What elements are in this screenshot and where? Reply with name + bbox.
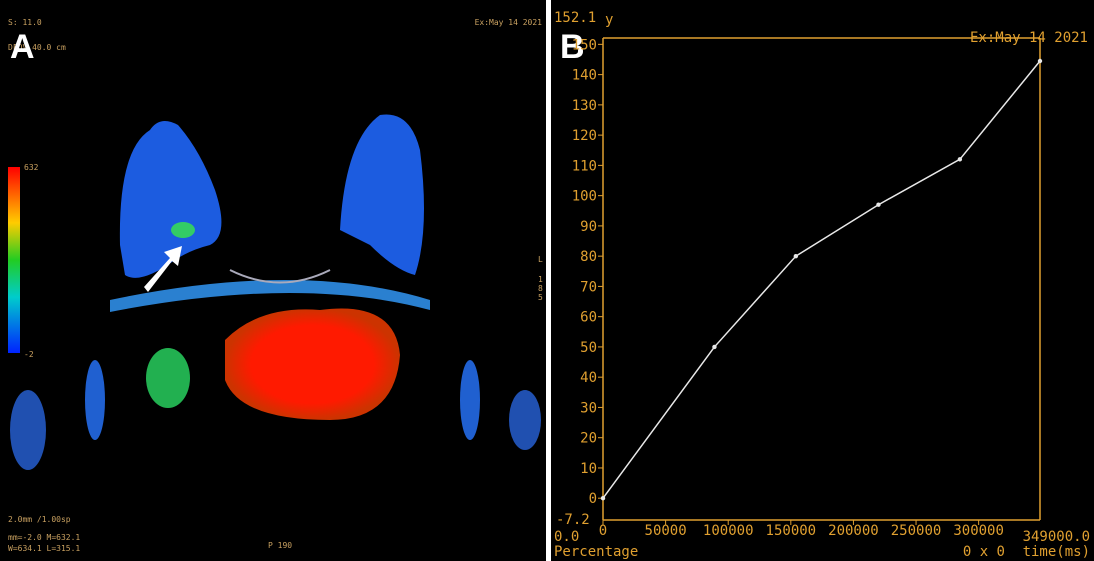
y-tick-label: 100 [572, 189, 597, 205]
y-tick-label: 140 [572, 68, 597, 84]
y-tick-label: 130 [572, 98, 597, 114]
y-tick-label: 120 [572, 128, 597, 144]
y-tick-label: 90 [580, 219, 597, 235]
data-point [876, 202, 881, 207]
date: Ex:May 14 2021 [475, 18, 543, 27]
xlim-label: 349000.0 [1023, 529, 1090, 545]
window: W=634.1 L=315.1 [8, 544, 80, 553]
muscle-right [460, 360, 480, 440]
x-tick-label: 100000 [703, 523, 754, 539]
y-tick-label: 80 [580, 249, 597, 265]
muscle-left [85, 360, 105, 440]
thickness: 2.0mm /1.00sp [8, 515, 71, 524]
y-tick-label: 10 [580, 461, 597, 477]
xlim-label: 0.0 [554, 529, 579, 545]
data-line [602, 60, 1041, 499]
panel-label: B [560, 28, 585, 66]
chart-background [551, 0, 1094, 561]
matrix: 0 x 0 [963, 544, 1005, 560]
lesion [171, 222, 195, 238]
y-tick-label: 60 [580, 310, 597, 326]
data-point [793, 253, 799, 259]
x-tick-label: 50000 [645, 523, 687, 539]
colorbar-max: 632 [24, 163, 39, 172]
panel-a: 632 -2 S: 11.0 DFOV 40.0 cm Ex:May 14 20… [0, 0, 546, 561]
ylim-label: -7.2 [556, 512, 590, 528]
y-tick-label: 110 [572, 158, 597, 174]
right-breast [340, 114, 424, 275]
y-tick-label: 30 [580, 400, 597, 416]
vertebra-blob [146, 348, 190, 408]
separator [546, 0, 551, 561]
side: 8 [538, 284, 543, 293]
side: 1 [538, 275, 543, 284]
x-tick-label: 300000 [953, 523, 1004, 539]
x-axis-title: time(ms) [1023, 544, 1090, 560]
x-tick-label: 0 [599, 523, 607, 539]
side: 5 [538, 293, 543, 302]
y-tick-label: 150 [572, 37, 597, 53]
panel-b: y Ex:May 14 2021 0.0 349000.0 Percentage… [551, 0, 1094, 561]
fov: DFOV 40.0 cm [8, 43, 66, 52]
y-tick-label: 0 [589, 491, 597, 507]
arm-right [509, 390, 541, 450]
panel-label: A [10, 28, 35, 66]
x-tick-label: 250000 [891, 523, 942, 539]
corner-label: Percentage [554, 544, 638, 560]
arm-left [10, 390, 46, 470]
range: mm=-2.0 M=632.1 [8, 533, 80, 542]
side: L [538, 255, 543, 264]
heart [225, 308, 400, 420]
slice: S: 11.0 [8, 18, 42, 27]
data-point [712, 344, 717, 350]
y-tick-label: 50 [580, 340, 597, 356]
data-point [957, 157, 963, 162]
y-tick-label: 20 [580, 431, 597, 447]
y-tick-label: 70 [580, 279, 597, 295]
skin-line [229, 269, 331, 284]
arrow [144, 246, 182, 292]
colorbar-min: -2 [24, 350, 34, 359]
left-breast [119, 121, 222, 278]
data-point [1037, 58, 1043, 64]
chest-wall [110, 280, 430, 312]
x-tick-label: 200000 [828, 523, 879, 539]
position: P 190 [268, 541, 292, 550]
y-tick-label: 40 [580, 370, 597, 386]
colorbar [8, 167, 20, 353]
x-tick-label: 150000 [766, 523, 817, 539]
y-axis-title: y [605, 12, 613, 28]
ylim-label: 152.1 [554, 10, 596, 26]
data-point [600, 496, 606, 501]
